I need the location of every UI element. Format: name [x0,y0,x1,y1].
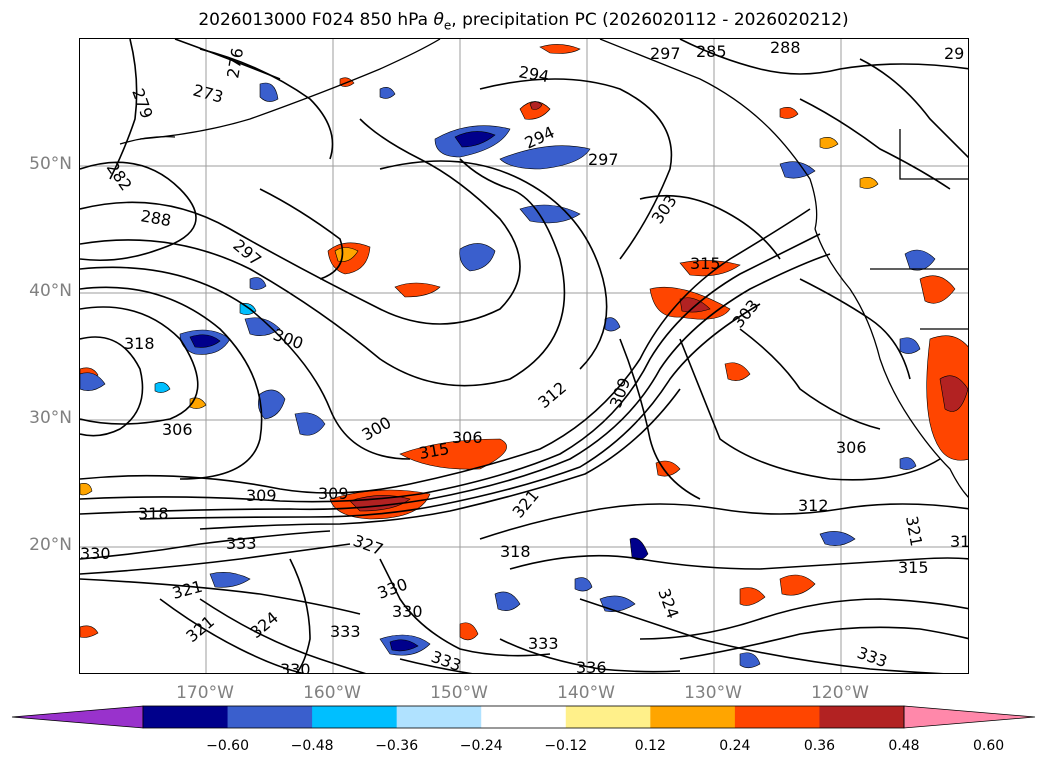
contour-label: 312 [798,496,829,515]
contour-label: 276 [223,46,247,79]
contour-label: 300 [271,325,306,353]
colorbar-outline [142,705,905,729]
contour-label: 318 [124,334,155,353]
lon-label-160w: 160°W [303,683,361,703]
lon-label-140w: 140°W [557,683,615,703]
colorbar-cell [396,706,482,728]
contour-label: 309 [246,486,277,505]
map-panel: 279 273 276 282 288 294 294 297 297 297 … [79,38,969,674]
contour-label: 324 [246,608,282,642]
contour-label: 333 [429,647,464,674]
lon-label-130w: 130°W [684,683,742,703]
contour-label: 327 [351,531,386,559]
colorbar-cell [312,706,398,728]
colorbar-cell [227,706,313,728]
contour-label: 315 [690,254,721,273]
coastline [119,39,968,498]
colorbar-cell [650,706,736,728]
lat-label-40n: 40°N [29,281,72,301]
colorbar-tick-label: 0.48 [888,738,920,754]
contour-label: 306 [836,438,867,457]
contour-label: 330 [80,544,111,563]
contour-label: 333 [330,622,361,641]
colorbar-cell [734,706,820,728]
colorbar-tick-label: 0.24 [719,738,751,754]
colorbar-tick-label: 0.60 [972,738,1005,754]
contour-label: 297 [229,236,265,270]
contour-label: 333 [528,634,559,653]
contour-label: 31 [950,532,969,551]
contour-label: 333 [855,643,890,671]
colorbar-extend-high [903,705,1036,729]
colorbar-tick-label: −0.48 [290,738,334,754]
contour-label: 330 [375,574,410,602]
colorbar-cell [565,706,651,728]
contour-label: 318 [500,542,531,561]
contour-label: 294 [517,62,550,86]
lat-label-50n: 50°N [29,154,72,174]
contour-label: 29 [944,44,964,63]
colorbar-tick-label: −0.12 [544,738,588,754]
contour-label: 330 [280,660,311,674]
lon-label-150w: 150°W [430,683,488,703]
contour-label: 312 [534,378,570,412]
contour-label: 285 [696,42,727,61]
contour-label-group: 279 273 276 282 288 294 294 297 297 297 … [80,39,969,674]
contour-label: 333 [226,534,257,553]
colorbar-tick-label: −0.60 [206,738,249,754]
contour-label: 306 [452,428,483,447]
contour-label: 321 [509,486,543,522]
contour-label: 300 [359,413,395,445]
contour-label: 309 [606,375,634,410]
colorbar-tick-label: 0.36 [803,738,836,754]
contour-label: 279 [128,86,156,121]
colorbar-extend-low [11,705,144,729]
contour-label: 297 [650,44,681,63]
contour-label: 306 [162,420,193,439]
map-title: 2026013000 F024 850 hPa θe, precipitatio… [198,10,849,33]
colorbar-tick-label: 0.12 [634,738,666,754]
contour-label: 336 [576,658,607,674]
colorbar [11,705,1036,729]
contour-label: 321 [170,577,204,603]
theta-e-contours [80,39,968,673]
contour-label: 303 [729,296,763,332]
map-canvas: 279 273 276 282 288 294 294 297 297 297 … [80,39,969,674]
lon-label-120w: 120°W [811,683,869,703]
colorbar-cells [11,705,1036,729]
contour-label: 273 [191,81,225,107]
contour-label: 297 [588,150,619,169]
contour-label: 321 [182,612,218,646]
colorbar-cell [819,706,905,728]
contour-label: 324 [654,586,682,621]
contour-label: 330 [392,602,423,621]
colorbar-tick-label: −0.24 [459,738,503,754]
lat-label-30n: 30°N [29,408,72,428]
contour-label: 318 [138,504,169,523]
colorbar-cell [143,706,229,728]
contour-label: 309 [318,484,349,503]
lat-label-20n: 20°N [29,535,72,555]
lon-label-170w: 170°W [176,683,234,703]
contour-label: 321 [902,514,926,547]
contour-label: 288 [139,206,172,230]
colorbar-cell [481,706,567,728]
contour-label: 315 [898,558,929,577]
contour-label: 288 [770,39,801,57]
colorbar-tick-label: −0.36 [375,738,419,754]
